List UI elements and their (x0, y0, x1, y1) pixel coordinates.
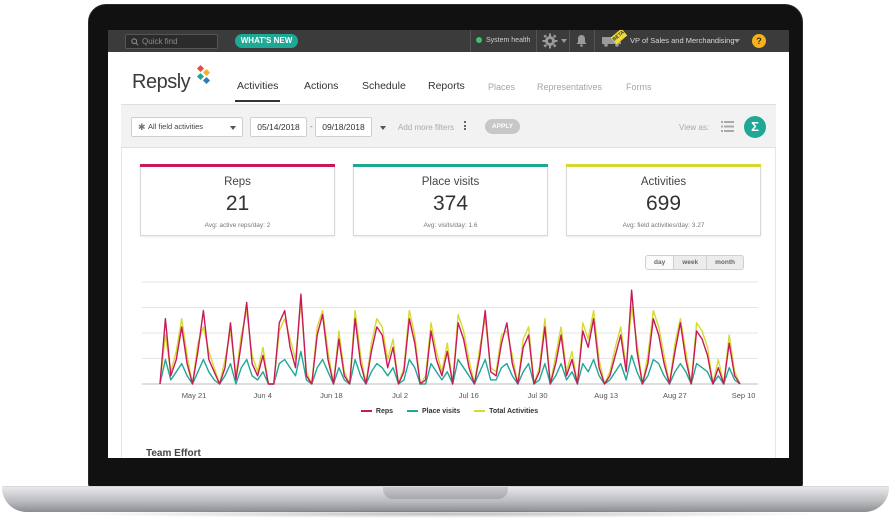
activity-type-value: All field activities (148, 122, 204, 131)
chart-legend: Reps Place visits Total Activities (122, 408, 777, 415)
apply-button[interactable]: APPLY (485, 119, 520, 134)
activity-type-select[interactable]: ✱ All field activities (131, 117, 243, 137)
date-separator: - (310, 122, 313, 131)
quick-find-placeholder: Quick find (142, 37, 178, 46)
granularity-week[interactable]: week (673, 256, 706, 269)
user-name: VP of Sales and Merchandising (630, 36, 735, 45)
chevron-down-icon (230, 126, 236, 130)
granularity-toggle: day week month (645, 255, 744, 270)
card-accent (566, 164, 761, 167)
activity-line-chart: May 21 Jun 4 Jun 18 Jul 2 Jul 16 Jul 30 Aug 13… (142, 281, 758, 400)
laptop-shadow (60, 510, 831, 518)
card-average: Avg: active reps/day: 2 (204, 222, 271, 229)
legend-swatch (406, 410, 418, 413)
list-view-icon[interactable] (721, 121, 734, 132)
x-tick-label: Jun 18 (320, 391, 343, 400)
filter-bar: ✱ All field activities 05/14/2018 - 09/1… (121, 104, 776, 148)
asterisk-icon: ✱ (138, 122, 146, 132)
help-button[interactable]: ? (752, 34, 766, 48)
search-icon (131, 38, 139, 46)
series-line-reps[interactable] (159, 289, 741, 385)
date-range-dropdown-icon[interactable] (380, 126, 386, 130)
legend-swatch (474, 410, 486, 413)
x-tick-label: Sep 10 (732, 391, 756, 400)
bell-icon[interactable] (576, 34, 587, 47)
legend-item-total-activities[interactable]: Total Activities (474, 408, 538, 415)
card-value: 21 (225, 192, 250, 215)
card-value: 699 (645, 192, 682, 215)
place-visits-card: Place visits 374 Avg: visits/day: 1.6 (353, 164, 548, 236)
reps-card: Reps 21 Avg: active reps/day: 2 (140, 164, 335, 236)
main-nav: Repsly Activities Actions Schedule Repor… (108, 52, 789, 104)
legend-item-place-visits[interactable]: Place visits (406, 408, 461, 415)
divider (536, 30, 537, 52)
nav-places[interactable]: Places (488, 82, 516, 92)
card-average: Avg: visits/day: 1.6 (423, 222, 478, 229)
date-to-input[interactable]: 09/18/2018 (315, 117, 372, 137)
card-average: Avg: field activities/day: 3.27 (622, 222, 705, 229)
x-tick-label: May 21 (182, 391, 207, 400)
nav-representatives[interactable]: Representatives (537, 82, 603, 92)
app-screen: Quick find WHAT'S NEW System health BETA… (108, 30, 789, 458)
nav-forms[interactable]: Forms (626, 82, 652, 92)
summary-view-button[interactable]: Σ (744, 116, 766, 138)
legend-label: Place visits (421, 408, 461, 415)
granularity-month[interactable]: month (706, 256, 743, 269)
user-menu[interactable]: BETA VP of Sales and Merchandising (602, 30, 742, 52)
chevron-down-icon (734, 39, 740, 43)
card-accent (140, 164, 335, 167)
view-as-label: View as: (679, 123, 710, 132)
card-accent (353, 164, 548, 167)
date-from-input[interactable]: 05/14/2018 (250, 117, 307, 137)
legend-label: Reps (375, 408, 394, 415)
card-label: Place visits (421, 176, 480, 188)
legend-swatch (360, 410, 372, 413)
card-label: Activities (640, 176, 687, 188)
nav-actions[interactable]: Actions (304, 80, 339, 92)
logo-text: Repsly (132, 71, 191, 93)
status-dot-icon (476, 37, 482, 44)
legend-label: Total Activities (489, 408, 539, 415)
divider (594, 30, 595, 52)
card-label: Reps (224, 176, 251, 188)
divider (569, 30, 570, 52)
logo-mark-icon (196, 64, 211, 85)
quick-find-input[interactable]: Quick find (125, 34, 218, 49)
x-tick-label: Aug 27 (663, 391, 687, 400)
add-more-filters-link[interactable]: Add more filters (398, 123, 455, 132)
top-bar: Quick find WHAT'S NEW System health BETA… (108, 30, 789, 52)
team-effort-heading: Team Effort (146, 448, 201, 458)
dashboard-content: Reps 21 Avg: active reps/day: 2 Place vi… (121, 148, 776, 458)
x-tick-label: Jun 4 (254, 391, 272, 400)
legend-item-reps[interactable]: Reps (360, 408, 394, 415)
system-health-link[interactable]: System health (476, 30, 530, 52)
divider (470, 30, 471, 52)
whats-new-button[interactable]: WHAT'S NEW (235, 34, 298, 48)
laptop-notch (383, 487, 508, 499)
system-health-label: System health (486, 37, 531, 44)
x-tick-label: Jul 2 (392, 391, 408, 400)
nav-activities[interactable]: Activities (234, 80, 281, 102)
granularity-day[interactable]: day (646, 256, 674, 269)
gear-icon[interactable] (542, 33, 558, 49)
card-value: 374 (432, 192, 469, 215)
x-tick-label: Aug 13 (594, 391, 618, 400)
more-options-icon[interactable] (464, 121, 466, 132)
nav-schedule[interactable]: Schedule (362, 80, 406, 92)
x-tick-label: Jul 16 (459, 391, 479, 400)
chevron-down-icon[interactable] (561, 39, 567, 43)
x-tick-label: Jul 30 (527, 391, 547, 400)
repsly-logo[interactable]: Repsly (132, 64, 217, 94)
activities-card: Activities 699 Avg: field activities/day… (566, 164, 761, 236)
nav-reports[interactable]: Reports (428, 80, 465, 92)
